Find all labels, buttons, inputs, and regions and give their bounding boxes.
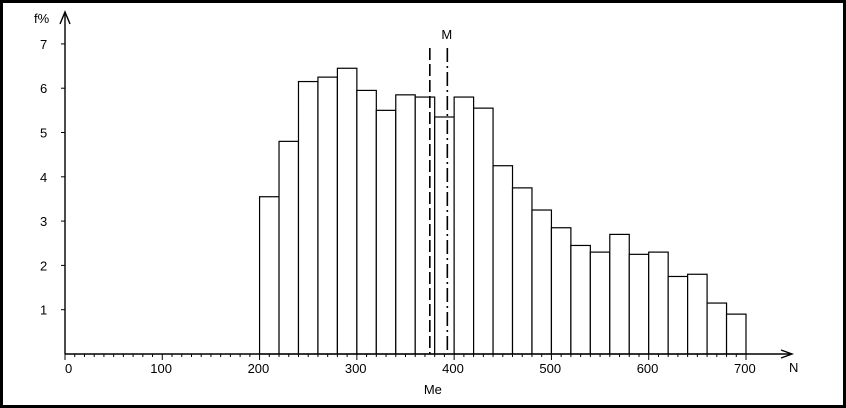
x-tick-label-600: 600 — [637, 361, 659, 376]
median-mean-markers: Me M — [424, 27, 452, 397]
histogram-bar-17 — [589, 251, 611, 355]
bars-layer — [258, 67, 747, 355]
x-axis-arrow — [780, 349, 795, 359]
y-tick-label-2: 2 — [40, 258, 47, 273]
histogram-bar-12 — [492, 165, 514, 355]
x-tick-label-100: 100 — [150, 361, 172, 376]
y-tick-label-3: 3 — [40, 214, 47, 229]
y-tick-label-7: 7 — [40, 37, 47, 52]
histogram-bar-13 — [511, 187, 533, 355]
y-axis-arrow — [59, 10, 71, 25]
histogram-bar-23 — [706, 302, 728, 355]
histogram-bar-14 — [531, 209, 553, 355]
axes-layer: 0 100 200 300 400 500 600 700 1 2 3 4 5 6 7 — [40, 10, 795, 376]
histogram-bar-10 — [453, 96, 475, 355]
y-tick-label-6: 6 — [40, 81, 47, 96]
x-tick-label-700: 700 — [734, 361, 756, 376]
x-tick-label-500: 500 — [539, 361, 561, 376]
histogram-bar-22 — [687, 273, 708, 355]
histogram-bar-9 — [434, 116, 455, 355]
y-tick-label-1: 1 — [40, 303, 47, 318]
histogram-bar-11 — [473, 107, 494, 355]
histogram-bar-5 — [356, 89, 377, 355]
histogram-bar-20 — [648, 251, 669, 355]
histogram-bar-1 — [278, 140, 300, 355]
x-tick-label-200: 200 — [248, 361, 270, 376]
histogram-bar-18 — [609, 233, 630, 355]
histogram-bar-8 — [414, 96, 436, 355]
histogram-bar-6 — [375, 109, 397, 355]
x-tick-label-400: 400 — [442, 361, 464, 376]
histogram-bar-4 — [336, 67, 358, 355]
x-tick-label-0: 0 — [65, 361, 72, 376]
histogram-bar-21 — [667, 275, 689, 355]
marker-label-me: Me — [424, 382, 442, 397]
histogram-bar-15 — [550, 227, 572, 355]
histogram-bar-3 — [317, 76, 339, 355]
y-tick-label-4: 4 — [40, 170, 47, 185]
histogram-bar-7 — [395, 94, 416, 355]
histogram-bar-0 — [258, 196, 280, 355]
histogram-bar-24 — [725, 313, 747, 355]
histogram-bar-2 — [297, 80, 319, 355]
y-axis-title: f% — [34, 11, 50, 26]
x-tick-label-300: 300 — [345, 361, 367, 376]
marker-label-m: M — [441, 27, 452, 42]
histogram-bar-16 — [570, 244, 591, 355]
y-tick-label-5: 5 — [40, 126, 47, 141]
x-axis-title: N — [789, 360, 798, 375]
histogram-bar-19 — [628, 253, 650, 355]
